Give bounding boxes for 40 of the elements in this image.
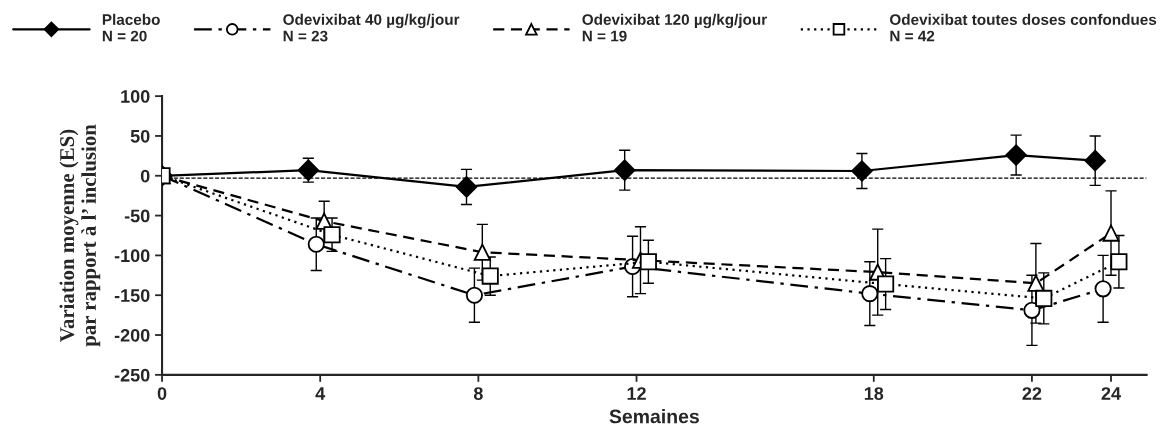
point <box>297 159 320 181</box>
x-tick-label: 18 <box>864 387 884 400</box>
point <box>1094 280 1112 298</box>
y-tick-label: 50 <box>130 129 150 143</box>
point <box>1023 301 1041 319</box>
point <box>877 275 895 293</box>
y-axis-title: Variation moyenne (ES) par rapport à l’ inclusion <box>59 124 101 347</box>
point <box>481 267 499 285</box>
legend-label: Odevixibat toutes doses confondues N = 42 <box>890 13 1157 42</box>
y-tick-label: 100 <box>121 90 150 103</box>
legend-label: Odevixibat 40 µg/kg/jour N = 23 <box>283 13 460 42</box>
x-tick-label: 8 <box>473 387 483 400</box>
point <box>465 286 483 304</box>
point <box>851 160 873 182</box>
y-tick-label: -100 <box>114 249 150 263</box>
point <box>613 159 636 181</box>
y-tick-label: 0 <box>140 169 150 183</box>
point <box>307 235 325 253</box>
point <box>473 243 491 261</box>
point <box>1035 289 1053 307</box>
x-tick-label: 4 <box>315 387 326 400</box>
point <box>639 253 657 271</box>
point <box>861 285 879 303</box>
point <box>1005 144 1027 166</box>
point <box>1110 253 1128 271</box>
y-tick-label: -200 <box>114 328 150 342</box>
legend-label: Placebo N = 20 <box>102 13 160 42</box>
y-tick-label: -50 <box>124 209 150 223</box>
x-axis-title: Semaines <box>609 409 699 424</box>
x-tick-label: 22 <box>1022 387 1042 400</box>
x-tick-label: 12 <box>627 387 646 400</box>
point <box>323 226 341 244</box>
point <box>1102 224 1120 242</box>
legend-label: Odevixibat 120 µg/kg/jour N = 19 <box>582 13 767 42</box>
x-tick-label: 0 <box>157 387 167 400</box>
y-tick-label: -250 <box>114 368 150 382</box>
point <box>455 176 478 198</box>
x-tick-label: 24 <box>1101 387 1121 400</box>
point <box>1084 149 1106 172</box>
y-tick-label: -150 <box>114 289 150 302</box>
